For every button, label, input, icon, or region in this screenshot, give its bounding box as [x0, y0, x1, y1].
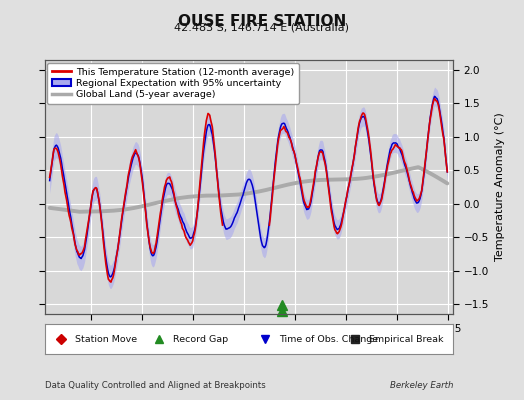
Text: Berkeley Earth: Berkeley Earth — [390, 381, 453, 390]
Text: 42.483 S, 146.714 E (Australia): 42.483 S, 146.714 E (Australia) — [174, 22, 350, 32]
Text: OUSE FIRE STATION: OUSE FIRE STATION — [178, 14, 346, 29]
Text: Record Gap: Record Gap — [173, 334, 228, 344]
Text: Empirical Break: Empirical Break — [369, 334, 444, 344]
Y-axis label: Temperature Anomaly (°C): Temperature Anomaly (°C) — [495, 113, 505, 261]
Legend: This Temperature Station (12-month average), Regional Expectation with 95% uncer: This Temperature Station (12-month avera… — [47, 63, 299, 104]
Text: Data Quality Controlled and Aligned at Breakpoints: Data Quality Controlled and Aligned at B… — [45, 381, 265, 390]
Text: Station Move: Station Move — [75, 334, 137, 344]
Text: Time of Obs. Change: Time of Obs. Change — [280, 334, 379, 344]
